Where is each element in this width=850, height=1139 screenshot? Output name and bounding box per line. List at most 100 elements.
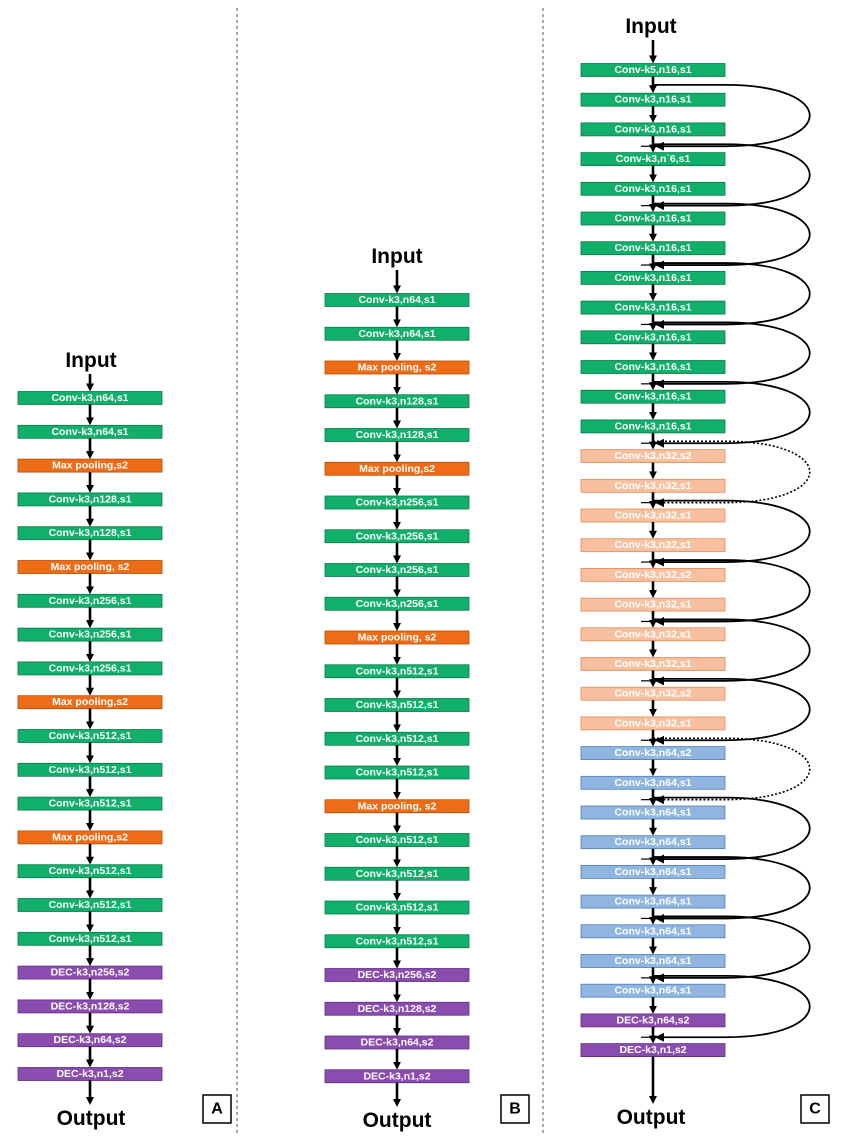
- layer-block: Conv-k3,n512,s1: [17, 762, 163, 777]
- layer-label: DEC-k3,n256,s2: [358, 969, 437, 981]
- layer-label: Conv-k3,n32,s2: [614, 450, 691, 462]
- layer-block: Conv-k3,n128,s1: [324, 428, 470, 442]
- layer-label: Conv-k3,n512,s1: [49, 798, 132, 810]
- panel-a: Input Conv-k3,n64,s1 Conv-k3,n64,s1 Max po…: [17, 349, 232, 1130]
- layer-block: Conv-k3,n32,s1: [580, 597, 726, 612]
- layer-block: Conv-k3,n256,s1: [324, 596, 470, 611]
- layer-label: Conv-k3,n32,s2: [614, 569, 691, 581]
- layer-block: DEC-k3,n64,s2: [17, 1033, 163, 1048]
- layer-label: Conv-k3,n16,s1: [614, 331, 691, 343]
- layer-label: Conv-k3,n64,s1: [614, 836, 691, 848]
- layer-label: Conv-k3,n512,s1: [49, 730, 132, 742]
- layer-label: Max pooling,s2: [52, 831, 128, 843]
- layer-label: Conv-k3,n256,s1: [49, 629, 132, 641]
- layer-label: Conv-k3,n32,s1: [614, 628, 691, 640]
- layer-label: Conv-k3,n64,s1: [358, 294, 435, 306]
- layer-label: Conv-k3,n512,s1: [356, 935, 439, 947]
- layer-label: Max pooling, s2: [358, 632, 437, 644]
- layer-block: Conv-k3,n64,s1: [324, 293, 470, 307]
- layer-block: Max pooling,s2: [17, 695, 163, 710]
- layer-label: Conv-k3,n512,s1: [356, 733, 439, 745]
- layer-block: Conv-k3,n512,s1: [324, 698, 470, 712]
- layer-block: Max pooling, s2: [324, 360, 470, 375]
- layer-block: DEC-k3,n256,s2: [17, 965, 163, 980]
- layer-block: Conv-k3,n64,s1: [17, 424, 163, 439]
- layer-label: DEC-k3,n64,s2: [617, 1014, 690, 1026]
- layer-label: Conv-k3,n32,s1: [614, 717, 691, 729]
- layer-block: DEC-k3,n128,s2: [17, 999, 163, 1014]
- layer-label: Max pooling, s2: [51, 561, 130, 573]
- layer-label: Conv-k3,n16,s1: [614, 272, 691, 284]
- layer-label: Conv-k3,n512,s1: [49, 933, 132, 945]
- layer-label: Conv-k3,n64,s1: [614, 955, 691, 967]
- layer-label: Conv-k3,n512,s1: [49, 764, 132, 776]
- layer-label: Conv-k3,n128,s1: [356, 429, 439, 441]
- layer-label: Conv-k3,n16,s1: [614, 213, 691, 225]
- layer-block: Conv-k3,n64,s1: [580, 775, 726, 790]
- layer-label: Conv-k3,n256,s1: [49, 595, 132, 607]
- layer-block: Conv-k3,n512,s1: [17, 864, 163, 879]
- layer-label: Conv-k3,n16,s1: [614, 94, 691, 106]
- layer-label: DEC-k3,n128,s2: [358, 1003, 437, 1015]
- panel-b: Input Conv-k3,n64,s1 Conv-k3,n64,s1 Max po…: [324, 245, 530, 1132]
- layer-label: Conv-k3,n32,s1: [614, 510, 691, 522]
- layer-block: Conv-k3,n32,s1: [580, 538, 726, 553]
- layer-label: Conv-k3,n16,s1: [614, 302, 691, 314]
- layer-label: Conv-k3,n16,s1: [614, 242, 691, 254]
- layer-block: Conv-k3,n512,s1: [17, 931, 163, 946]
- layer-block: Conv-k3,n512,s1: [324, 900, 470, 915]
- layer-block: Conv-k3,n512,s1: [324, 833, 470, 847]
- layer-block: DEC-k3,n1,s2: [324, 1069, 470, 1084]
- panel-b-blocks: Conv-k3,n64,s1 Conv-k3,n64,s1 Max pooling,…: [324, 270, 470, 1107]
- layer-label: Conv-k3,n512,s1: [356, 868, 439, 880]
- layer-label: Conv-k3,n64,s1: [614, 985, 691, 997]
- layer-label: Conv-k3,n512,s1: [49, 899, 132, 911]
- layer-label: Conv-k3,n64,s2: [614, 747, 691, 759]
- layer-block: DEC-k3,n64,s2: [324, 1035, 470, 1050]
- panel-a-blocks: Conv-k3,n64,s1 Conv-k3,n64,s1 Max pooling,…: [17, 374, 163, 1105]
- layer-label: Conv-k3,n16,s1: [614, 391, 691, 403]
- layer-block: DEC-k3,n256,s2: [324, 968, 470, 982]
- layer-block: Conv-k3,n256,s1: [324, 495, 470, 510]
- layer-block: Max pooling, s2: [324, 630, 470, 645]
- layer-label: Conv-k3,n256,s1: [356, 564, 439, 576]
- layer-block: Conv-k3,n32,s1: [580, 627, 726, 642]
- panel-a-tag-label: A: [211, 1101, 223, 1118]
- layer-label: Conv-k3,n64,s1: [614, 866, 691, 878]
- layer-block: Conv-k3,n64,s1: [580, 894, 726, 909]
- layer-block: Conv-k3,n512,s1: [324, 664, 470, 679]
- layer-block: Conv-k3,n32,s2: [580, 449, 726, 464]
- layer-label: Conv-k3,n16,s1: [614, 123, 691, 135]
- layer-block: Conv-k3,n64,s1: [580, 835, 726, 850]
- layer-label: Conv-k3,n64,s1: [51, 426, 128, 438]
- layer-block: DEC-k3,n1,s2: [580, 1043, 726, 1057]
- layer-label: Conv-k3,n512,s1: [356, 699, 439, 711]
- layer-label: Conv-k3,n128,s1: [356, 395, 439, 407]
- layer-block: Conv-k3,n16,s1: [580, 181, 726, 196]
- layer-block: Conv-k3,n64,s1: [580, 954, 726, 968]
- layer-label: Conv-k3,n`6,s1: [616, 153, 691, 165]
- panel-a-output-label: Output: [57, 1107, 126, 1130]
- layer-block: Conv-k3,n512,s1: [324, 866, 470, 881]
- layer-block: Conv-k3,n256,s1: [324, 563, 470, 577]
- layer-block: Conv-k3,n512,s1: [324, 765, 470, 780]
- layer-block: Conv-k3,n32,s2: [580, 568, 726, 582]
- layer-block: Conv-k3,n32,s1: [580, 657, 726, 671]
- panel-c: Input Conv-k5,n16,s1Conv-k3,n16,s1Conv-k…: [580, 15, 830, 1129]
- layer-label: Conv-k3,n512,s1: [356, 902, 439, 914]
- layer-label: DEC-k3,n256,s2: [51, 967, 130, 979]
- layer-block: Conv-k3,n128,s1: [324, 394, 470, 409]
- panel-b-output-label: Output: [363, 1109, 432, 1132]
- layer-label: Conv-k3,n512,s1: [356, 767, 439, 779]
- layer-block: Conv-k3,n512,s1: [17, 898, 163, 912]
- layer-label: Conv-k3,n16,s1: [614, 183, 691, 195]
- layer-block: Conv-k3,n128,s1: [17, 526, 163, 541]
- layer-label: Conv-k3,n512,s1: [49, 865, 132, 877]
- layer-label: Max pooling,s2: [52, 696, 128, 708]
- layer-label: Conv-k3,n64,s1: [614, 777, 691, 789]
- layer-block: Conv-k3,n512,s1: [17, 796, 163, 811]
- panel-c-tag-label: C: [809, 1101, 821, 1118]
- layer-label: Max pooling, s2: [358, 800, 437, 812]
- skip-connection: [653, 974, 811, 1042]
